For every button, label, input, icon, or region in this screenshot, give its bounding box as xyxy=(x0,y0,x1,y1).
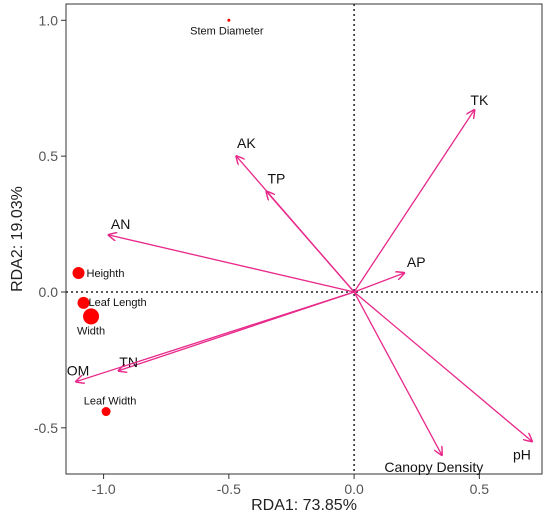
point-width xyxy=(83,308,100,325)
vector-ap xyxy=(353,273,404,293)
vector-label-ap: AP xyxy=(407,254,426,270)
vector-om xyxy=(76,291,355,382)
vector-label-ak: AK xyxy=(237,135,256,151)
vector-label-om: OM xyxy=(67,363,90,379)
x-axis: -1.0 -0.5 0.0 0.5 xyxy=(92,474,490,497)
vector-tp xyxy=(266,191,355,293)
point-stem-diameter xyxy=(227,18,231,22)
vector-ph xyxy=(353,291,532,441)
y-tick-label: -0.5 xyxy=(34,420,58,436)
x-tick-label: -1.0 xyxy=(92,481,116,497)
reference-lines xyxy=(66,4,542,474)
plot-panel xyxy=(65,3,543,475)
y-axis: -0.5 0.0 0.5 1.0 xyxy=(34,12,66,436)
y-tick-label: 0.0 xyxy=(39,284,59,300)
point-label-leaf-width: Leaf Width xyxy=(84,396,137,408)
vector-tk xyxy=(353,110,474,293)
vector-label-tp: TP xyxy=(267,170,285,186)
vector-label-tk: TK xyxy=(470,92,489,108)
point-label-width: Width xyxy=(77,325,105,337)
vector-label-canopy-density: Canopy Density xyxy=(384,459,483,475)
y-tick-label: 0.5 xyxy=(39,148,59,164)
vector-label-ph: pH xyxy=(513,446,531,462)
y-tick-label: 1.0 xyxy=(39,12,59,28)
y-axis-title: RDA2: 19.03% xyxy=(9,186,26,292)
species-points: Stem Diameter Heighth Leaf Length Width Leaf… xyxy=(72,18,264,417)
x-tick-label: 0.5 xyxy=(470,481,490,497)
x-tick-label: 0.0 xyxy=(344,481,364,497)
x-axis-title: RDA1: 73.85% xyxy=(251,497,357,514)
point-leaf-length xyxy=(77,296,90,309)
point-label-leaf-length: Leaf Length xyxy=(89,297,147,309)
x-tick-label: -0.5 xyxy=(217,481,241,497)
point-heighth xyxy=(72,266,85,279)
point-leaf-width xyxy=(101,407,111,417)
point-label-heighth: Heighth xyxy=(87,268,125,280)
vector-label-an: AN xyxy=(111,216,130,232)
vector-canopy-density xyxy=(353,291,442,455)
vector-an xyxy=(109,235,355,293)
point-label-stem-diameter: Stem Diameter xyxy=(190,25,264,37)
